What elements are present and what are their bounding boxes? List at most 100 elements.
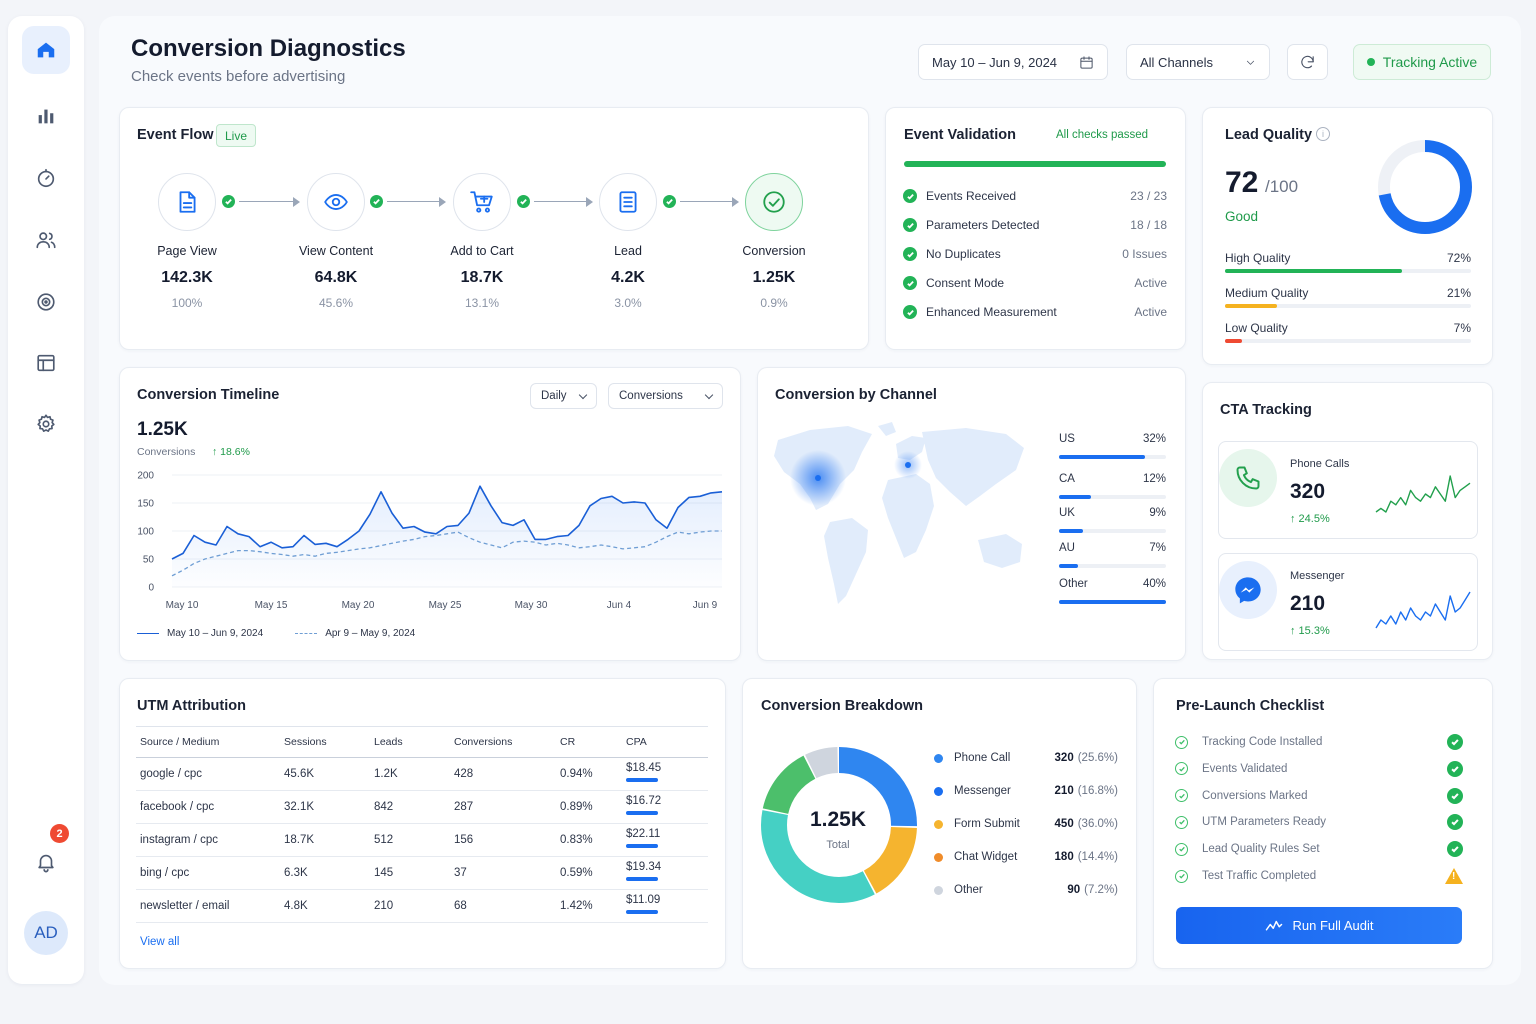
table-cell: newsletter / email [136,889,280,923]
x-tick-label: May 15 [255,600,288,610]
nav-audience[interactable] [22,216,70,264]
table-cell: 156 [450,823,556,857]
channel-value: 40% [1142,578,1166,590]
checklist-item[interactable]: Lead Quality Rules Set [1175,840,1463,858]
channel-bar [1059,600,1166,604]
status-dot [1366,58,1375,66]
activity-icon [1265,920,1282,930]
table-cell: 37 [450,856,556,890]
flow-step-value: 1.25K [752,269,796,286]
legend-label: Chat Widget [954,851,1018,863]
event-flow-card [119,107,869,350]
series-line-previous [171,530,722,577]
notifications-button[interactable]: 2 [22,824,70,886]
breakdown-total: 1.25K [809,808,867,831]
flow-step-view-content[interactable]: View Content 64.8K 45.6% [281,173,391,310]
column-header[interactable]: CPA [622,726,708,758]
run-audit-label: Run Full Audit [1292,918,1374,933]
nav-analytics[interactable] [22,92,70,140]
table-row[interactable]: newsletter / email 4.8K 210 68 1.42% $11.09 [136,889,708,923]
column-header[interactable]: Source / Medium [136,726,280,758]
validation-row: No Duplicates 0 Issues [903,244,1167,264]
metric-dropdown-value: Conversions [619,390,683,402]
interval-dropdown[interactable]: Daily [530,383,597,409]
flow-step-label: View Content [298,244,374,258]
checklist-item[interactable]: UTM Parameters Ready [1175,813,1463,831]
checklist-item[interactable]: Events Validated [1175,760,1463,778]
checklist-item[interactable]: Tracking Code Installed [1175,733,1463,751]
quality-bar-fill [1225,339,1243,343]
legend-current-label: May 10 – Jun 9, 2024 [167,628,264,639]
legend-value: 450 [1054,818,1074,830]
status-check-icon [1447,734,1463,750]
users-icon [36,232,56,249]
status-check-icon [1447,841,1463,858]
column-header[interactable]: Conversions [450,726,556,758]
avatar[interactable]: AD [24,911,68,955]
nav-settings[interactable] [22,400,70,448]
cta-phone-calls[interactable]: Phone Calls 320 ↑ 24.5% [1218,441,1478,539]
cta-sparkline [1375,591,1471,629]
nav-performance[interactable] [22,154,70,202]
check-circle-icon [1175,735,1188,749]
sparkline-path [1375,591,1471,629]
validation-label: Enhanced Measurement [926,305,1057,319]
quality-bar [1225,304,1471,308]
nav-home[interactable] [22,26,70,74]
validation-progress-fill [904,161,1166,167]
flow-step-value: 18.7K [460,269,504,286]
nav-goals[interactable] [22,278,70,326]
x-tick-label: May 10 [166,600,199,610]
chevron-down-icon [578,390,588,399]
refresh-button[interactable] [1287,44,1328,80]
bar-chart-icon [38,109,54,124]
flow-step-label: Conversion [742,244,806,258]
gauge-icon [37,168,55,188]
validation-value: Active [1134,305,1167,319]
legend-swatch [934,753,943,763]
interval-dropdown-value: Daily [541,390,567,402]
sparkline-path [1375,475,1471,513]
nav-reports[interactable] [22,339,70,387]
table-row[interactable]: facebook / cpc 32.1K 842 287 0.89% $16.72 [136,790,708,824]
table-row[interactable]: google / cpc 45.6K 1.2K 428 0.94% $18.45 [136,757,708,791]
column-header[interactable]: Leads [370,726,450,758]
map-continents [774,422,1024,604]
timeline-chart: 0 50 100 150 200 May 10 May 15 May 20 May 25 May … [137,471,723,610]
x-tick-label: May 30 [515,600,548,610]
view-all-link[interactable]: View all [140,936,180,948]
table-cell: $11.09 [622,889,708,923]
breakdown-donut [761,747,917,903]
breakdown-legend-item: Messenger 210 (16.8%) [934,783,1118,799]
flow-step-add-to-cart[interactable]: Add to Cart 18.7K 13.1% [427,173,537,310]
lead-quality-title: Lead Quality [1225,127,1313,143]
table-cell: 32.1K [280,790,370,824]
column-header[interactable]: CR [556,726,622,758]
flow-step-page-view[interactable]: Page View 142.3K 100% [132,173,242,310]
legend-pct: (7.2%) [1084,884,1118,896]
table-row[interactable]: bing / cpc 6.3K 145 37 0.59% $19.34 [136,856,708,890]
flow-step-value: 142.3K [161,269,213,286]
flow-step-lead[interactable]: Lead 4.2K 3.0% [573,173,683,310]
chevron-down-icon [704,390,714,399]
date-range-picker[interactable]: May 10 – Jun 9, 2024 [918,44,1108,80]
table-cell: 68 [450,889,556,923]
metric-dropdown[interactable]: Conversions [608,383,723,409]
table-row[interactable]: instagram / cpc 18.7K 512 156 0.83% $22.11 [136,823,708,857]
info-icon[interactable]: i [1316,127,1330,141]
table-cell: 287 [450,790,556,824]
messenger-icon [1219,561,1277,619]
cta-messenger[interactable]: Messenger 210 ↑ 15.3% [1218,553,1478,651]
flow-step-conversion[interactable]: Conversion 1.25K 0.9% [719,173,829,310]
checklist-item[interactable]: Conversions Marked [1175,787,1463,805]
table-cell: 842 [370,790,450,824]
y-tick-label: 150 [137,499,154,510]
run-audit-button[interactable]: Run Full Audit [1176,907,1462,944]
checklist-item[interactable]: Test Traffic Completed! [1175,867,1463,885]
sidebar: 2 AD [8,16,84,984]
cta-change: ↑ 24.5% [1290,513,1330,525]
check-icon [663,195,676,208]
channel-select[interactable]: All Channels [1126,44,1270,80]
column-header[interactable]: Sessions [280,726,370,758]
table-cell: 0.83% [556,823,622,857]
